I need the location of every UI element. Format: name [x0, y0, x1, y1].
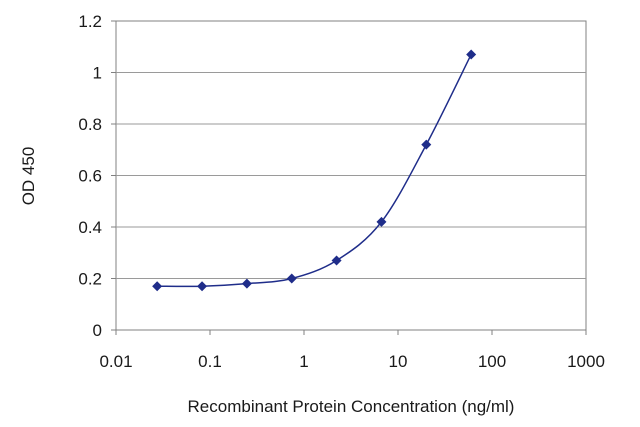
data-point — [197, 281, 208, 292]
y-axis-title: OD 450 — [19, 147, 38, 206]
y-tick-label: 1 — [93, 64, 102, 83]
y-tick-label: 0.4 — [78, 218, 102, 237]
data-point — [421, 139, 432, 150]
x-axis-title: Recombinant Protein Concentration (ng/ml… — [188, 397, 515, 416]
x-tick-label: 0.1 — [198, 352, 222, 371]
data-points — [152, 49, 477, 292]
data-point — [376, 216, 387, 227]
y-tick-label: 0.6 — [78, 167, 102, 186]
x-tick-label: 100 — [478, 352, 506, 371]
y-tick-label: 1.2 — [78, 12, 102, 31]
y-axis-ticks: 0 0.2 0.4 0.6 0.8 1 1.2 — [78, 12, 116, 340]
x-tick-label: 1000 — [567, 352, 605, 371]
data-point — [286, 273, 297, 284]
gridlines — [116, 72, 586, 279]
x-axis-ticks: 0.01 0.1 1 10 100 1000 — [99, 330, 605, 371]
y-tick-label: 0.2 — [78, 270, 102, 289]
x-tick-label: 10 — [389, 352, 408, 371]
x-tick-label: 1 — [299, 352, 308, 371]
data-point — [466, 49, 477, 60]
y-tick-label: 0.8 — [78, 115, 102, 134]
data-point — [152, 281, 163, 292]
y-tick-label: 0 — [93, 321, 102, 340]
x-tick-label: 0.01 — [99, 352, 132, 371]
data-point — [331, 255, 342, 266]
data-point — [241, 278, 252, 289]
